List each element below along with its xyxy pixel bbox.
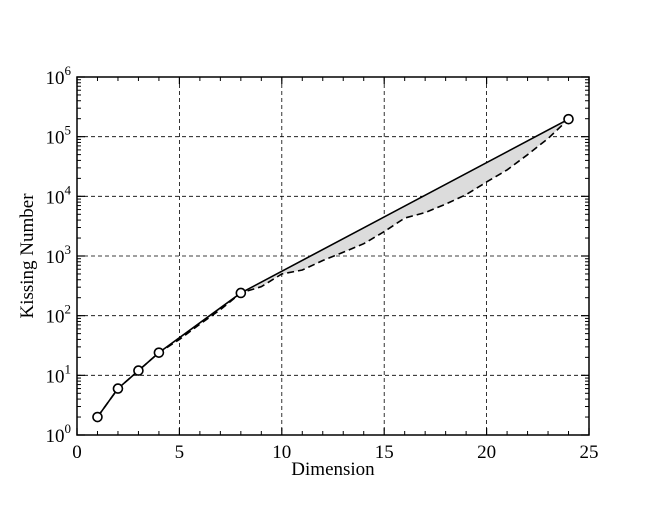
y-tick-base: 10 <box>46 187 65 208</box>
axis-ticks <box>76 76 590 436</box>
y-tick-label: 104 <box>46 182 72 208</box>
y-tick-exponent: 4 <box>65 182 72 197</box>
series-line-dashed <box>96 118 570 418</box>
y-tick-base: 10 <box>46 307 65 328</box>
data-point-marker <box>153 347 165 358</box>
x-tick-label: 5 <box>175 442 185 463</box>
x-tick-label: 0 <box>72 442 82 463</box>
y-tick-exponent: 1 <box>65 361 72 376</box>
data-point-marker <box>563 113 574 125</box>
y-tick-label: 101 <box>46 361 72 387</box>
x-tick-labels: 0 5 10 15 20 25 <box>72 442 598 463</box>
y-tick-base: 10 <box>46 247 65 268</box>
y-tick-label: 106 <box>46 63 72 89</box>
y-tick-label: 102 <box>46 302 72 328</box>
data-point-marker <box>133 365 144 376</box>
y-tick-label: 105 <box>46 123 72 149</box>
data-point-marker <box>92 411 103 423</box>
y-tick-exponent: 2 <box>65 302 72 317</box>
shaded-gap-region <box>97 119 569 418</box>
y-tick-base: 10 <box>46 426 65 447</box>
y-tick-exponent: 6 <box>65 63 72 78</box>
series-markers <box>92 113 574 423</box>
x-tick-label: 10 <box>272 442 291 463</box>
x-axis-label: Dimension <box>291 459 375 480</box>
data-point-marker <box>235 287 247 299</box>
x-tick-label: 20 <box>477 442 496 463</box>
y-tick-exponent: 5 <box>65 123 72 138</box>
series-line-solid <box>96 118 569 418</box>
y-axis-label: Kissing Number <box>17 193 38 319</box>
x-tick-label: 25 <box>580 442 599 463</box>
y-tick-base: 10 <box>46 128 65 149</box>
y-tick-label: 103 <box>46 242 72 268</box>
x-tick-label: 15 <box>375 442 394 463</box>
y-tick-exponent: 0 <box>65 421 72 436</box>
data-point-marker <box>112 383 124 394</box>
y-tick-exponent: 3 <box>65 242 72 257</box>
y-tick-base: 10 <box>46 366 65 387</box>
y-tick-base: 10 <box>46 68 65 89</box>
y-tick-label: 100 <box>46 421 72 447</box>
